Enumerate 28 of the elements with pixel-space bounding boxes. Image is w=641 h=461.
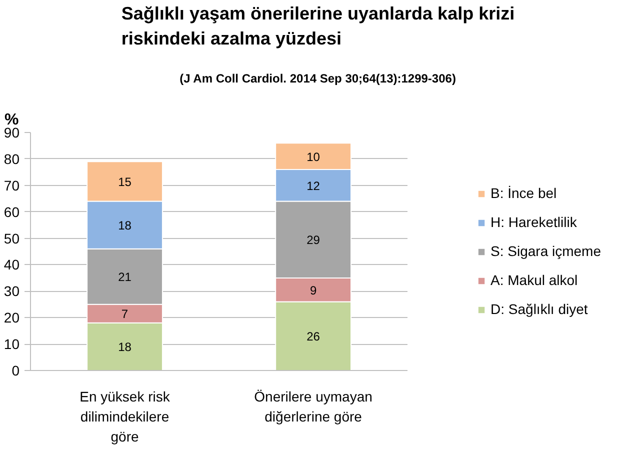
data-label: 18	[118, 218, 132, 233]
legend-label: B: İnce bel	[490, 185, 557, 201]
legend-label: H: Hareketlilik	[490, 214, 577, 230]
y-tick-label: 0	[12, 362, 20, 378]
legend-label: D: Sağlıklı diyet	[490, 301, 588, 317]
y-tick-label: 60	[4, 204, 20, 220]
y-tick-label: 40	[4, 256, 20, 273]
y-tick-label: 30	[4, 283, 20, 300]
legend-label: A: Makul alkol	[490, 272, 578, 288]
legend-label: S: Sigara içmeme	[490, 243, 601, 259]
data-label: 9	[310, 283, 317, 298]
chart-subtitle: (J Am Coll Cardiol. 2014 Sep 30;64(13):1299-306)	[180, 72, 456, 86]
x-tick-label: En yüksek risk dilimindekilere göre	[80, 388, 171, 444]
data-label: 29	[306, 233, 320, 248]
data-label: 10	[306, 150, 320, 164]
data-label: 7	[121, 307, 128, 322]
chart-title: Sağlıklı yaşam önerilerine uyanlarda kalp krizi riskindeki azalma yüzdesi	[121, 4, 515, 48]
data-label: 26	[306, 330, 320, 344]
y-tick-label: 80	[4, 150, 20, 167]
data-label: 15	[118, 174, 132, 189]
data-label: 18	[118, 340, 132, 354]
y-tick-label: 10	[4, 336, 20, 352]
y-tick-label: 50	[4, 230, 20, 246]
x-tick-label: Önerilere uymayan diğerlerine göre	[254, 388, 372, 424]
data-label: 21	[118, 270, 132, 284]
data-label: 12	[306, 178, 320, 193]
y-tick-label: 20	[4, 310, 20, 326]
y-tick-label: 70	[4, 177, 20, 194]
